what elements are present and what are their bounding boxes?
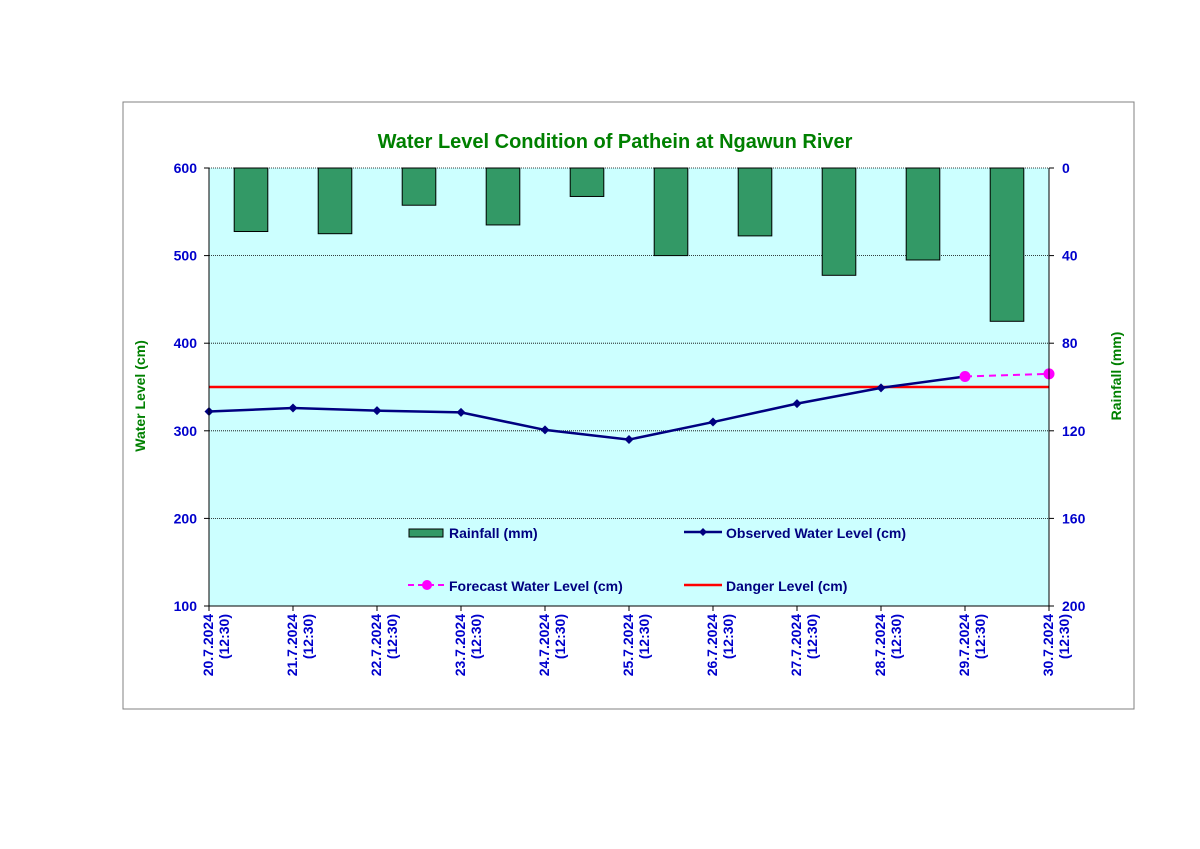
y-left-tick-label: 600 xyxy=(174,160,198,176)
rainfall-bar xyxy=(653,167,689,257)
x-tick-label-date: 30.7.2024 xyxy=(1040,614,1056,676)
legend: Rainfall (mm) Observed Water Level (cm) … xyxy=(408,525,906,594)
observed-point xyxy=(540,425,550,435)
y-right-tick-label: 120 xyxy=(1062,423,1086,439)
observed-point xyxy=(456,407,466,417)
y-left-tick-label: 100 xyxy=(174,598,198,614)
observed-point xyxy=(372,406,382,416)
x-tick-label-date: 28.7.2024 xyxy=(872,614,888,676)
x-tick-label-time: (12:30) xyxy=(216,614,232,659)
x-tick-label-date: 23.7.2024 xyxy=(452,614,468,676)
legend-danger-label: Danger Level (cm) xyxy=(726,578,847,594)
rainfall-bar xyxy=(821,167,857,276)
x-tick-label-date: 24.7.2024 xyxy=(536,614,552,676)
observed-level-line xyxy=(208,375,966,441)
axes xyxy=(204,167,1054,611)
rainfall-bar xyxy=(401,167,437,206)
x-tick-label-date: 21.7.2024 xyxy=(284,614,300,676)
tick-labels: 100 200 300 400 500 600 0 40 80 120 160 200 20.7.202… xyxy=(174,160,1086,676)
y-right-tick-label: 160 xyxy=(1062,510,1086,526)
x-tick-label-date: 26.7.2024 xyxy=(704,614,720,676)
legend-rainfall-label: Rainfall (mm) xyxy=(449,525,538,541)
legend-forecast-label: Forecast Water Level (cm) xyxy=(449,578,623,594)
x-tick-label-time: (12:30) xyxy=(300,614,316,659)
x-tick-label-date: 25.7.2024 xyxy=(620,614,636,676)
x-tick-label-time: (12:30) xyxy=(1056,614,1072,659)
y-axis-right-title: Rainfall (mm) xyxy=(1108,332,1124,421)
rainfall-bar xyxy=(905,167,941,261)
rainfall-bar xyxy=(485,167,521,226)
y-left-tick-label: 200 xyxy=(174,510,198,526)
observed-point xyxy=(288,403,298,413)
forecast-level-line xyxy=(964,372,1050,378)
rainfall-bar xyxy=(233,167,269,233)
rainfall-bar xyxy=(737,167,773,237)
y-left-tick-label: 300 xyxy=(174,423,198,439)
x-tick-label-time: (12:30) xyxy=(720,614,736,659)
y-right-tick-label: 40 xyxy=(1062,248,1078,264)
y-left-tick-label: 400 xyxy=(174,335,198,351)
y-axis-left-title: Water Level (cm) xyxy=(132,340,148,452)
rainfall-bars xyxy=(233,167,1025,322)
x-tick-label-time: (12:30) xyxy=(804,614,820,659)
y-left-tick-label: 500 xyxy=(174,248,198,264)
y-right-tick-label: 80 xyxy=(1062,335,1078,351)
legend-forecast-marker xyxy=(422,580,432,590)
y-right-tick-label: 200 xyxy=(1062,598,1086,614)
observed-point xyxy=(624,435,634,445)
rainfall-bar xyxy=(317,167,353,235)
x-tick-label-time: (12:30) xyxy=(552,614,568,659)
observed-point xyxy=(792,399,802,409)
x-tick-label-time: (12:30) xyxy=(384,614,400,659)
legend-rainfall-swatch xyxy=(408,528,444,538)
x-tick-label-date: 20.7.2024 xyxy=(200,614,216,676)
x-tick-label-date: 29.7.2024 xyxy=(956,614,972,676)
x-tick-label-time: (12:30) xyxy=(636,614,652,659)
x-tick-label-date: 27.7.2024 xyxy=(788,614,804,676)
observed-point xyxy=(708,417,718,427)
x-tick-label-date: 22.7.2024 xyxy=(368,614,384,676)
rainfall-bar xyxy=(569,167,605,197)
x-tick-label-time: (12:30) xyxy=(972,614,988,659)
legend-observed-label: Observed Water Level (cm) xyxy=(726,525,906,541)
rainfall-bar xyxy=(989,167,1025,322)
y-right-tick-label: 0 xyxy=(1062,160,1070,176)
forecast-point xyxy=(959,370,971,382)
chart-title: Water Level Condition of Pathein at Ngaw… xyxy=(378,131,853,153)
legend-observed-marker xyxy=(699,528,707,536)
observed-point xyxy=(876,383,886,393)
x-tick-label-time: (12:30) xyxy=(888,614,904,659)
x-tick-label-time: (12:30) xyxy=(468,614,484,659)
